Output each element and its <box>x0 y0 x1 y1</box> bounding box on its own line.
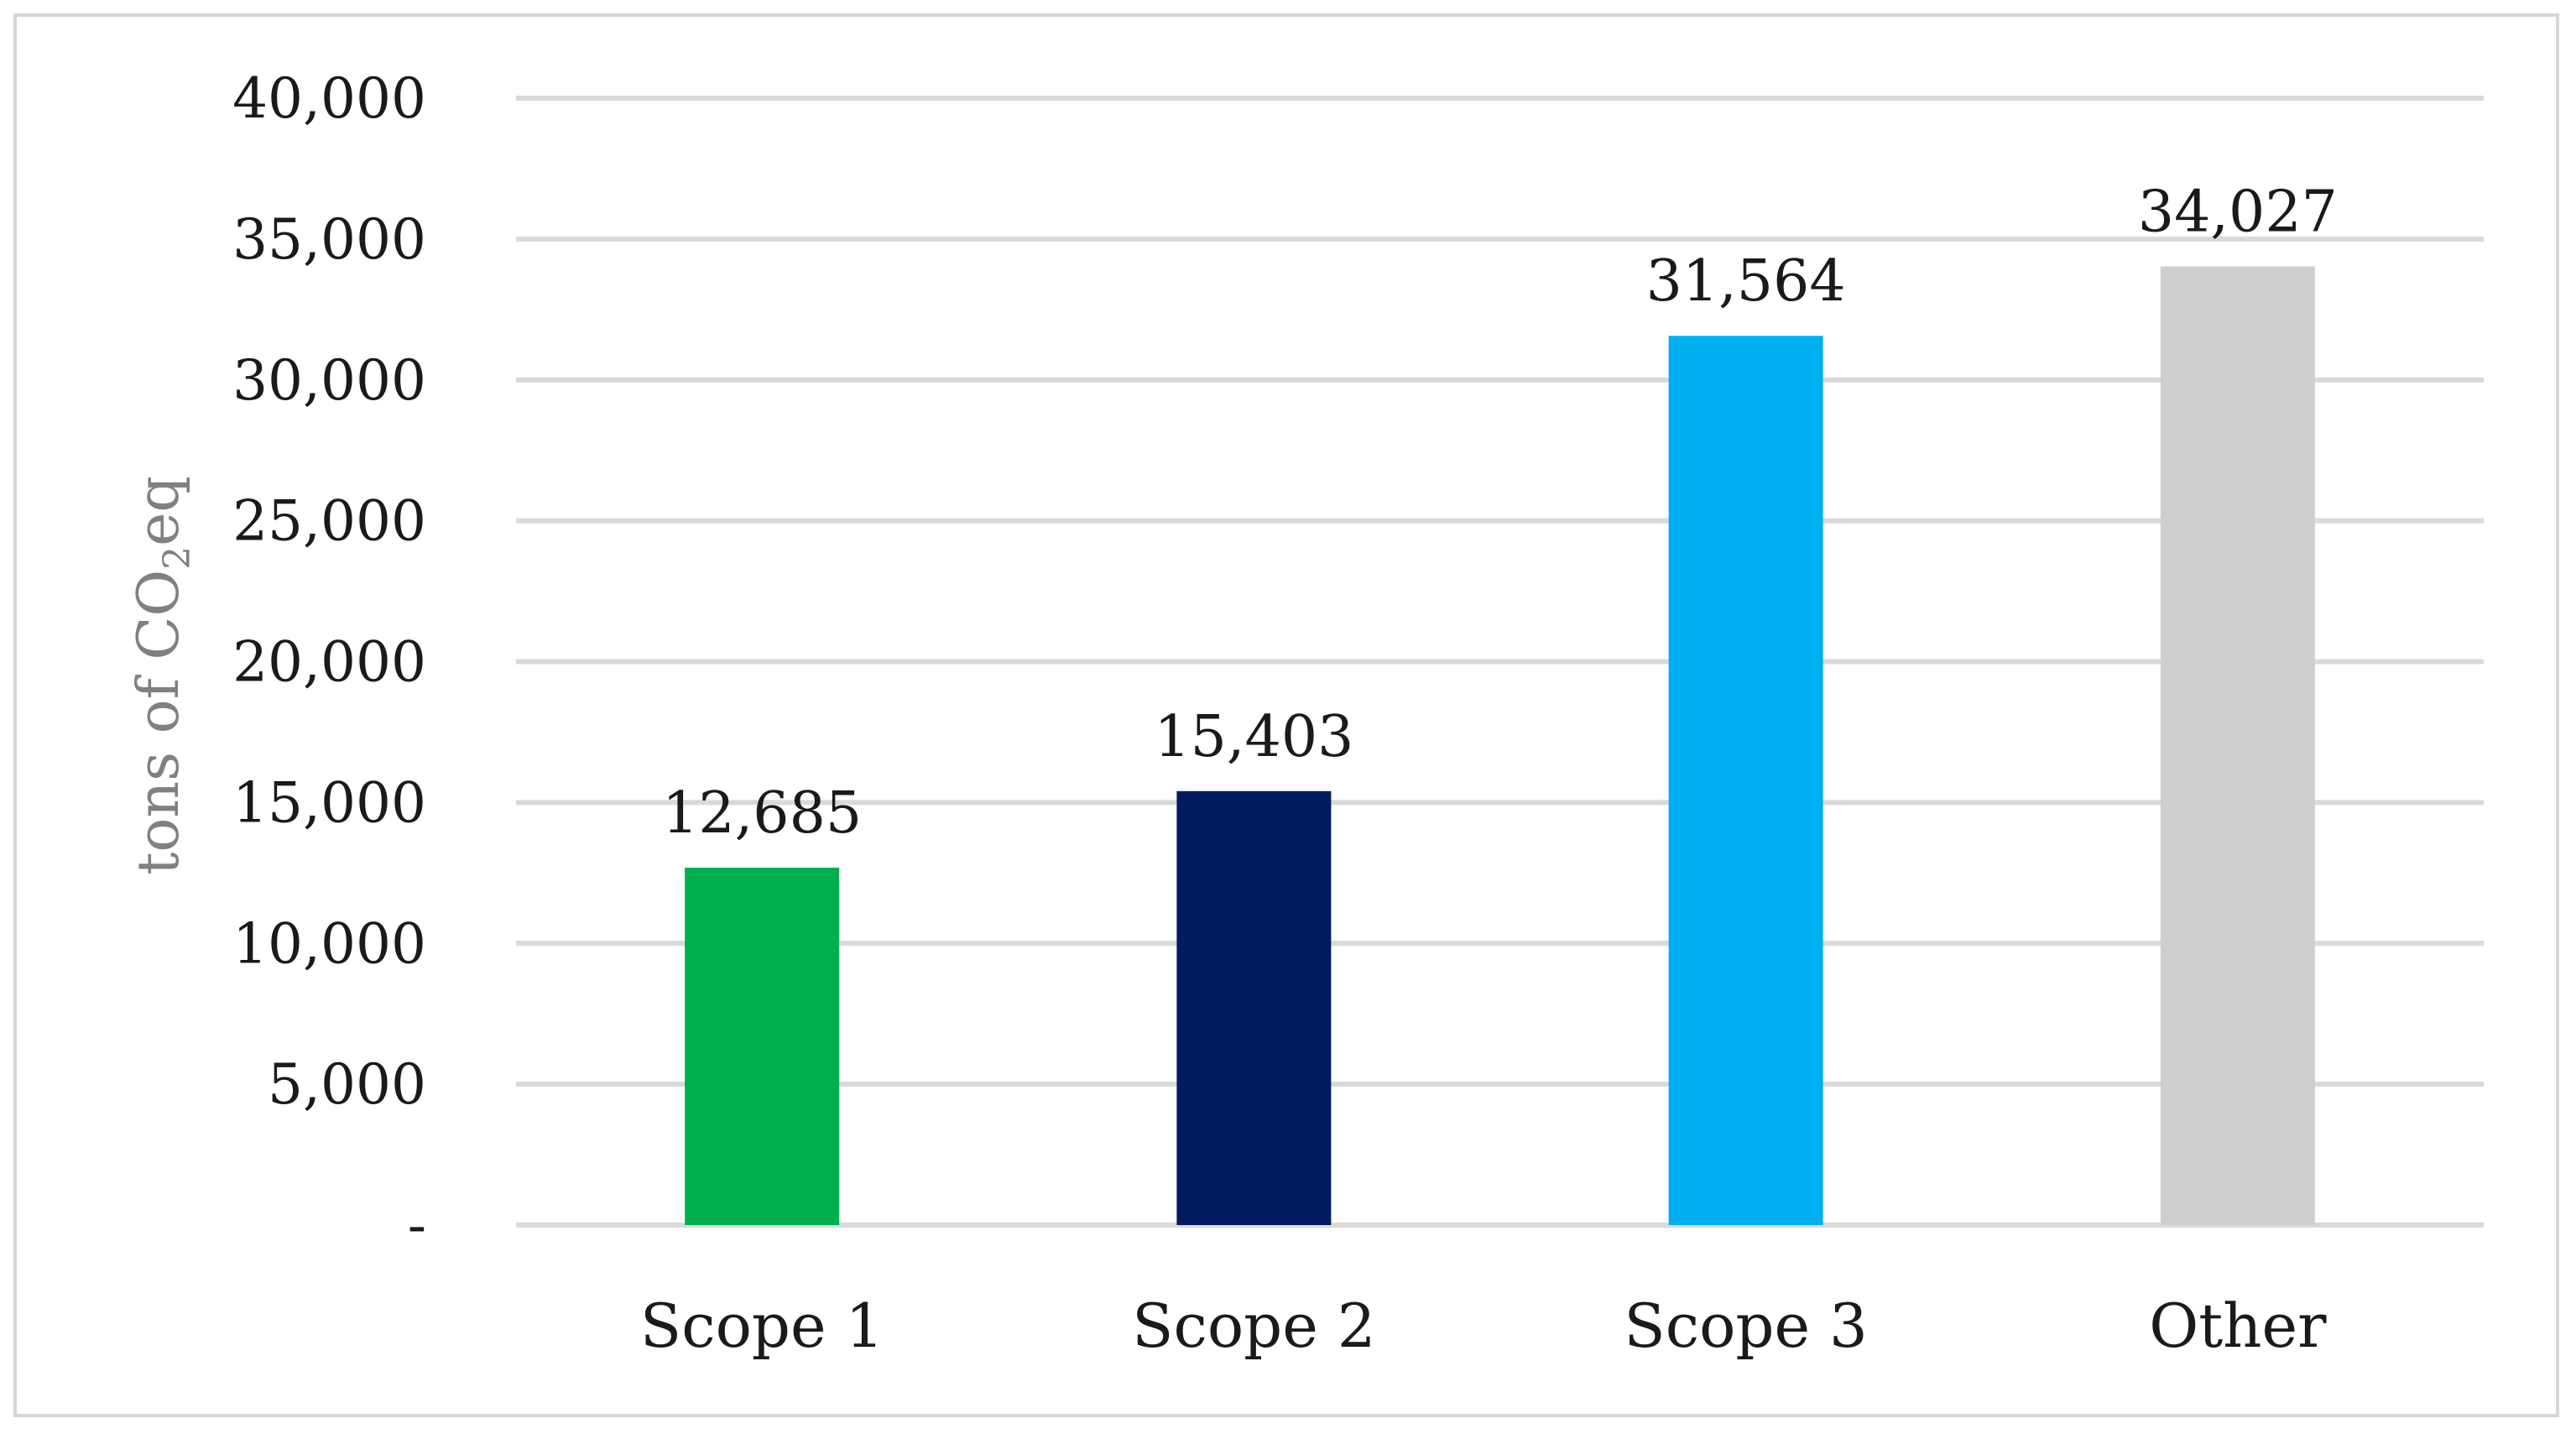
bar-scope-3 <box>1668 336 1823 1225</box>
y-tick-label: 10,000 <box>232 911 426 976</box>
data-label: 34,027 <box>2138 180 2338 246</box>
data-label: 31,564 <box>1646 248 1846 315</box>
bar-scope-1 <box>685 868 840 1225</box>
y-tick-label: 35,000 <box>232 207 426 272</box>
bar-scope-2 <box>1176 790 1332 1225</box>
y-tick-label: 20,000 <box>232 630 426 695</box>
bar-other <box>2160 266 2315 1226</box>
x-axis-category-labels: Scope 1 Scope 2 Scope 3 Other <box>640 1291 2327 1361</box>
y-axis-tick-labels: - 5,000 10,000 15,000 20,000 25,000 30,000 35,0… <box>232 66 426 1258</box>
data-label: 12,685 <box>662 780 862 847</box>
x-category-label: Scope 2 <box>1132 1291 1375 1361</box>
y-axis-title-prefix: tons of CO <box>126 570 192 875</box>
y-axis-title-suffix: eq <box>126 476 192 546</box>
data-labels: 12,685 15,403 31,564 34,027 <box>662 180 2338 847</box>
y-tick-label: 40,000 <box>232 66 426 131</box>
y-tick-label: 30,000 <box>232 348 426 413</box>
bars <box>685 266 2315 1226</box>
x-category-label: Scope 1 <box>640 1291 884 1361</box>
data-label: 15,403 <box>1154 704 1353 770</box>
y-tick-label: 15,000 <box>232 770 426 835</box>
y-axis-title: tons of CO2eq <box>126 476 199 875</box>
y-tick-label: 25,000 <box>232 489 426 554</box>
y-tick-label: 5,000 <box>268 1052 426 1117</box>
gridlines <box>516 96 2484 1228</box>
y-tick-label: - <box>408 1193 426 1258</box>
x-category-label: Scope 3 <box>1624 1291 1867 1361</box>
y-axis-title-subscript: 2 <box>156 546 199 570</box>
x-category-label: Other <box>2149 1291 2327 1361</box>
